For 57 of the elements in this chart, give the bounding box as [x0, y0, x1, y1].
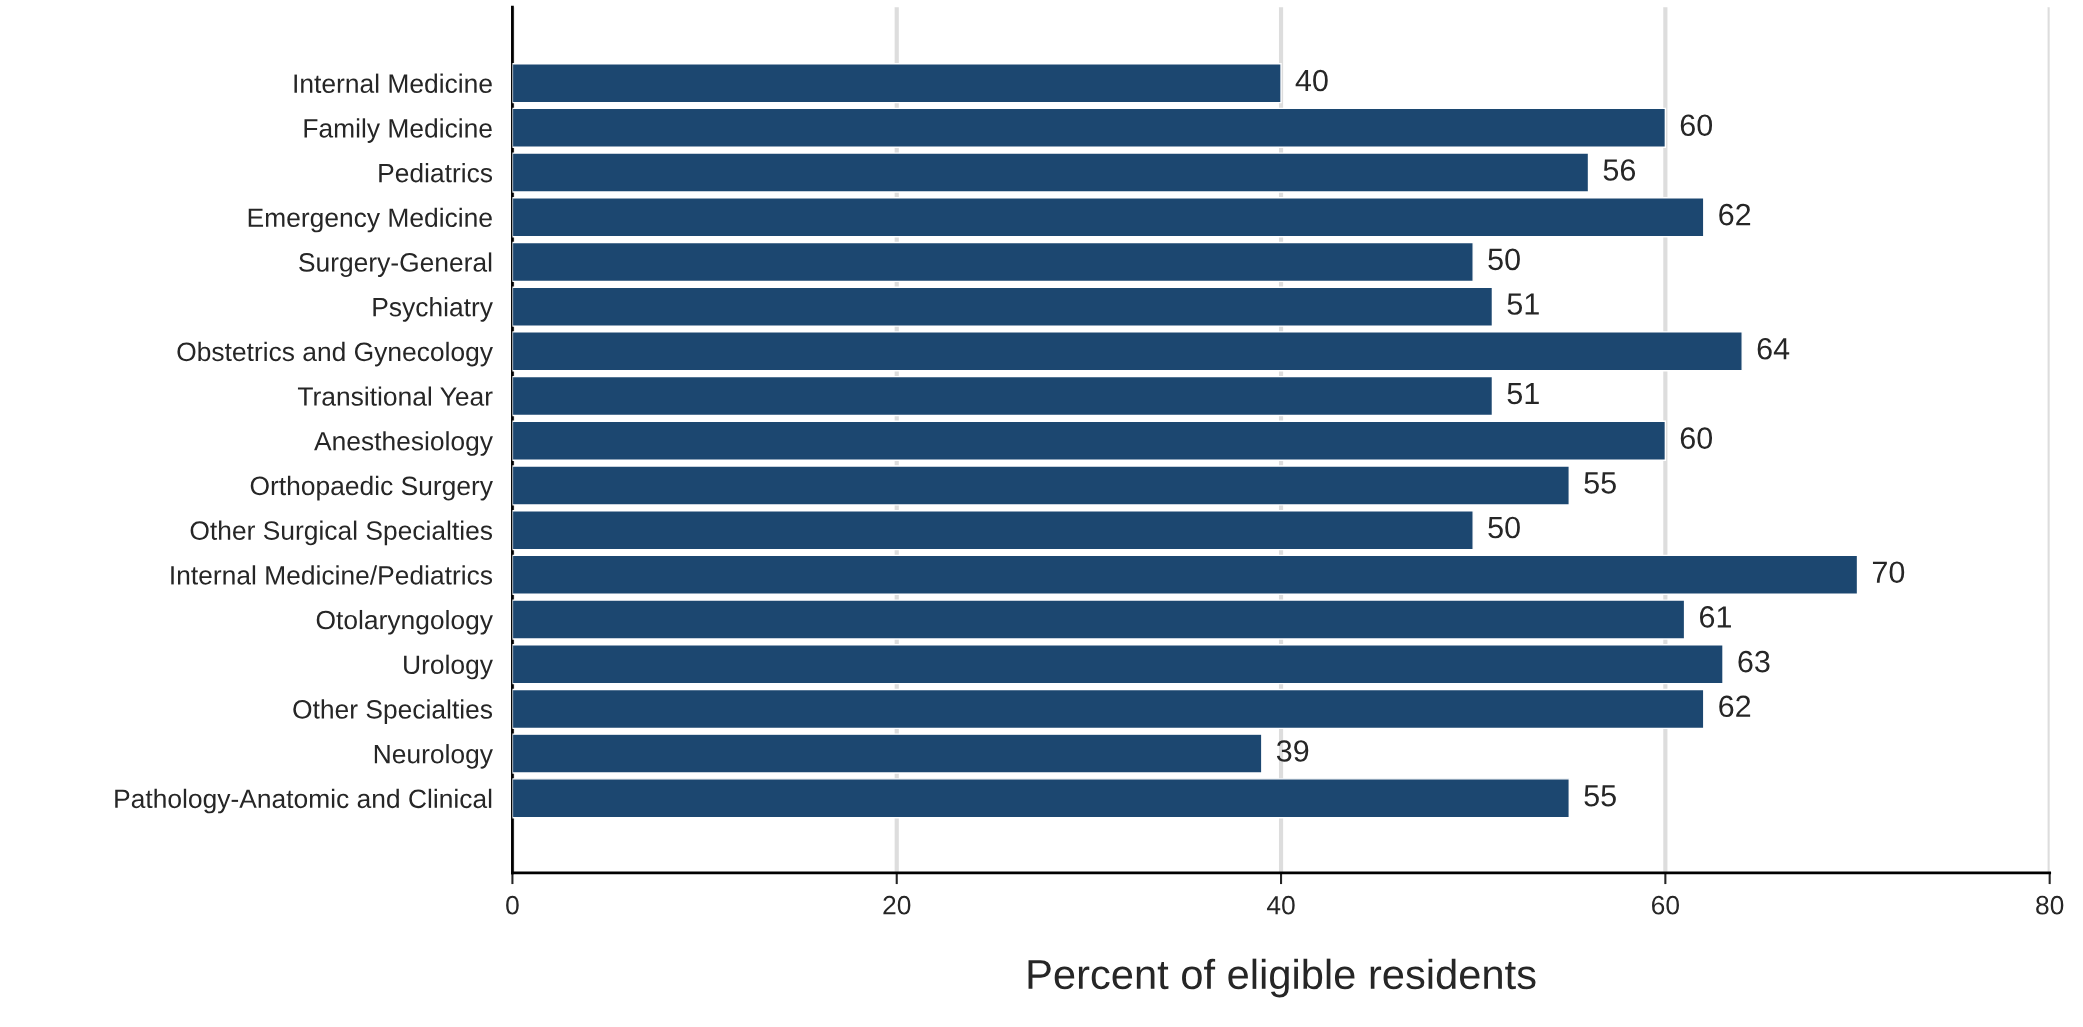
x-tick-label: 0 — [506, 895, 519, 915]
data-label: 51 — [1507, 293, 1539, 315]
y-tick-label: Orthopaedic Surgery — [250, 475, 493, 501]
data-label: 50 — [1488, 516, 1520, 539]
y-tick-label: Other Surgical Specialties — [190, 520, 493, 546]
bar — [512, 286, 1494, 327]
y-tick-label: Surgery-General — [299, 252, 492, 277]
data-label: 40 — [1295, 69, 1328, 92]
bar — [512, 63, 1282, 104]
y-tick-label: Urology — [404, 654, 493, 680]
bar — [512, 107, 1667, 149]
bar — [512, 465, 1570, 506]
bar — [512, 420, 1667, 461]
data-label: 60 — [1680, 427, 1713, 449]
y-tick-label: Neurology — [374, 744, 493, 769]
bar — [512, 778, 1570, 819]
x-axis-title: Percent of eligible residents — [1028, 958, 1536, 998]
y-tick-label: Obstetrics and Gynecology — [177, 341, 493, 367]
data-label: 56 — [1603, 159, 1636, 181]
y-tick-label: Other Specialties — [293, 699, 493, 724]
y-tick-label: Emergency Medicine — [248, 207, 492, 233]
data-label: 55 — [1584, 472, 1616, 494]
x-tick-label: 20 — [883, 895, 911, 915]
bar — [512, 331, 1743, 372]
y-tick-label: Family Medicine — [304, 118, 492, 143]
y-tick-label: Transitional Year — [297, 386, 493, 406]
bar — [512, 644, 1724, 685]
x-tick-label: 60 — [1652, 895, 1679, 915]
data-label: 62 — [1719, 203, 1751, 226]
bar — [512, 599, 1686, 640]
y-tick-label: Otolaryngology — [316, 609, 493, 635]
y-tick-label: Pediatrics — [379, 163, 493, 183]
y-tick-label: Internal Medicine — [294, 73, 492, 93]
bar — [512, 688, 1705, 730]
bar — [512, 375, 1494, 417]
y-tick-label: Internal Medicine/Pediatrics — [171, 565, 493, 585]
bar — [512, 197, 1705, 238]
x-tick-label: 40 — [1266, 895, 1295, 915]
bar — [512, 241, 1474, 283]
bar — [512, 554, 1859, 595]
y-tick-label: Anesthesiology — [314, 431, 493, 456]
y-tick-label: Pathology-Anatomic and Clinical — [115, 788, 492, 814]
data-label: 63 — [1738, 650, 1770, 673]
data-label: 70 — [1872, 561, 1905, 584]
y-tick-label: Psychiatry — [373, 297, 493, 322]
data-label: 61 — [1700, 606, 1731, 628]
data-label: 50 — [1488, 248, 1520, 271]
data-label: 62 — [1719, 695, 1751, 718]
data-label: 51 — [1507, 382, 1539, 405]
x-tick-label: 80 — [2036, 895, 2064, 915]
bar — [512, 152, 1590, 193]
bar — [512, 509, 1474, 551]
data-label: 64 — [1757, 337, 1790, 360]
bar — [512, 733, 1263, 774]
data-label: 55 — [1584, 785, 1616, 807]
data-label: 60 — [1680, 114, 1713, 137]
data-label: 39 — [1276, 740, 1309, 762]
